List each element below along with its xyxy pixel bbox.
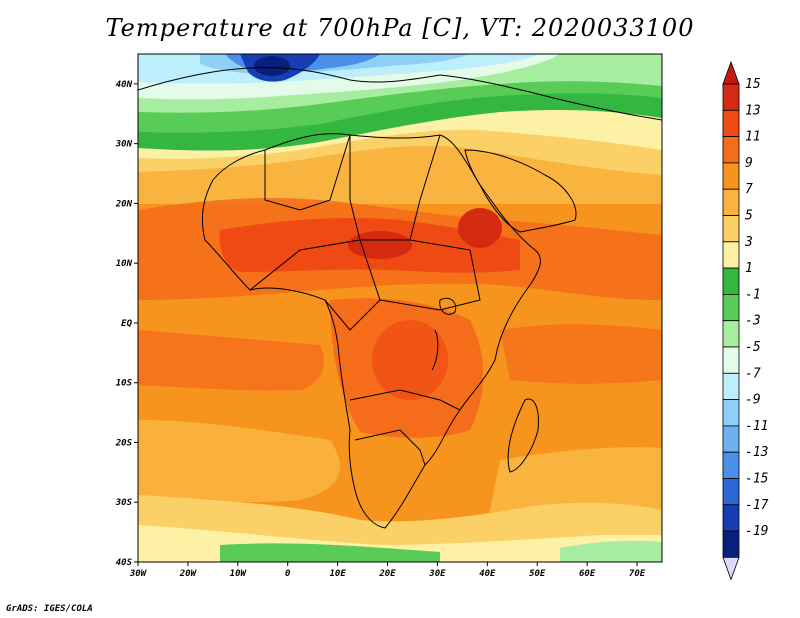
colorbar-swatch <box>722 293 740 322</box>
colorbar-label: -5 <box>745 340 761 355</box>
colorbar-label: 13 <box>745 103 761 118</box>
latitude-axis: 40N 30N 20N 10N EQ 10S 20S 30S 40S <box>115 80 138 568</box>
lake-tanganyika <box>431 329 439 371</box>
border-s2 <box>354 429 426 466</box>
colorbar-bottom-arrow <box>722 557 740 581</box>
lon-tick-label: 30E <box>428 569 446 579</box>
lon-tick-label: 10E <box>329 569 346 579</box>
plot-frame <box>137 53 663 563</box>
colorbar-swatch <box>722 162 740 190</box>
colorbar-swatch <box>722 478 740 506</box>
warm-patch-south-13 <box>372 320 448 400</box>
warm-band-ocean-11 <box>138 330 324 391</box>
credit-label: GrADS: IGES/COLA <box>6 604 93 614</box>
arabia-coast <box>464 149 577 233</box>
coastlines <box>138 67 662 529</box>
hot-spot-15b <box>458 208 502 248</box>
lat-tick-label: 30N <box>115 140 133 150</box>
colorbar-swatch <box>722 451 740 479</box>
africa-coastline <box>201 133 541 529</box>
colorbar-swatch <box>722 136 740 164</box>
lat-tick-label: 20N <box>115 199 133 209</box>
cold-core <box>254 56 290 76</box>
colorbar-label: 15 <box>745 77 761 92</box>
longitude-axis: 30W 20W 10W 0 10E 20E 30E 40E 50E 60E 70E <box>129 562 646 579</box>
colorbar-swatch <box>722 425 740 453</box>
lat-tick-label: 30S <box>115 498 133 508</box>
lat-tick-label: 20S <box>115 438 133 448</box>
lon-tick-label: 20W <box>179 569 198 579</box>
lat-tick-label: EQ <box>121 319 132 329</box>
colorbar-swatch <box>722 267 740 295</box>
colorbar-swatch <box>722 215 740 243</box>
colorbar-label: -3 <box>745 314 761 329</box>
colorbar-label: -11 <box>745 419 768 434</box>
colorbar-swatch <box>722 346 740 374</box>
colorbar-swatch <box>722 188 740 216</box>
colorbar-label: 1 <box>745 261 753 276</box>
lon-tick-label: 20E <box>378 569 396 579</box>
temperature-field <box>138 54 662 562</box>
colorbar-swatch <box>722 109 740 138</box>
colorbar-top-arrow <box>722 60 740 85</box>
border-c1 <box>249 239 381 331</box>
lake-victoria <box>439 297 457 315</box>
border-n2 <box>349 134 441 241</box>
lat-tick-label: 40S <box>116 558 133 568</box>
colorbar-label: -15 <box>745 472 769 487</box>
colorbar-label: 5 <box>745 209 753 224</box>
colorbar-label: 3 <box>744 235 753 250</box>
chart-title: Temperature at 700hPa [C], VT: 202003310… <box>105 14 695 42</box>
colorbar-label: -17 <box>745 498 769 513</box>
border-c2 <box>379 239 481 311</box>
colorbar-swatch <box>722 504 740 532</box>
lon-tick-label: 30W <box>129 569 148 579</box>
colorbar: 15 13 11 9 7 5 3 1 -1 -3 -5 -7 -9 -11 -13 -15 -17 -19 <box>722 60 769 581</box>
madagascar <box>507 398 539 473</box>
colorbar-swatch <box>722 399 740 427</box>
colorbar-label: -19 <box>745 524 768 539</box>
colorbar-label: -13 <box>745 445 768 460</box>
band-south-yellow <box>138 420 340 503</box>
lat-tick-label: 40N <box>116 80 133 90</box>
colorbar-swatch <box>722 320 740 348</box>
hot-spot-15a <box>348 231 412 259</box>
colorbar-label: -7 <box>745 366 761 381</box>
colorbar-label: 11 <box>745 130 761 145</box>
lat-tick-label: 10N <box>116 259 133 269</box>
colorbar-swatch <box>722 83 740 111</box>
border-n1 <box>264 134 351 211</box>
colorbar-swatch <box>722 241 740 269</box>
warm-band-indian-11 <box>500 324 662 384</box>
lat-tick-label: 10S <box>116 379 133 389</box>
lon-tick-label: 0 <box>285 569 291 579</box>
lon-tick-label: 70E <box>629 569 646 579</box>
band-south-green-east <box>560 540 662 562</box>
colorbar-label: 7 <box>745 182 753 197</box>
colorbar-label: -9 <box>745 393 761 408</box>
colorbar-swatch <box>722 530 740 558</box>
colorbar-label: -1 <box>745 287 761 302</box>
border-s1 <box>349 389 461 411</box>
lon-tick-label: 10W <box>230 569 248 579</box>
colorbar-swatch <box>722 372 740 400</box>
lon-tick-label: 40E <box>479 569 496 579</box>
europe-coast <box>138 67 662 121</box>
band-south-green <box>220 543 440 562</box>
colorbar-label: 9 <box>745 156 753 171</box>
lon-tick-label: 50E <box>529 569 546 579</box>
lon-tick-label: 60E <box>579 569 596 579</box>
